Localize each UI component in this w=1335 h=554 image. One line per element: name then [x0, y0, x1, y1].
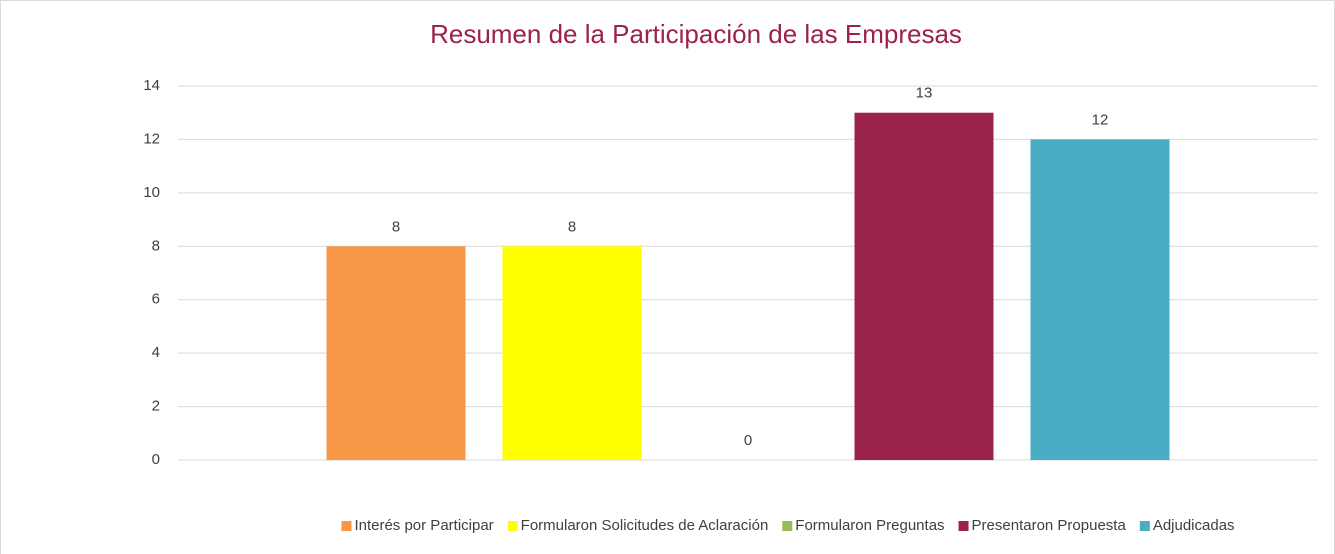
y-tick-label: 10 [143, 184, 160, 201]
data-label: 8 [392, 218, 400, 235]
legend-swatch [507, 521, 518, 531]
chart-title: Resumen de la Participación de las Empre… [430, 19, 962, 49]
legend-swatch [782, 521, 793, 531]
legend-swatch [1139, 521, 1150, 531]
y-tick-label: 0 [152, 451, 160, 468]
legend-swatch [341, 521, 352, 531]
legend-label: Formularon Preguntas [795, 517, 944, 534]
bar [854, 112, 994, 460]
legend-label: Presentaron Propuesta [972, 517, 1127, 534]
y-tick-label: 12 [143, 130, 160, 147]
bar [326, 246, 466, 460]
data-label: 8 [568, 218, 576, 235]
y-tick-label: 4 [152, 344, 160, 361]
y-tick-label: 8 [152, 237, 160, 254]
y-tick-label: 6 [152, 291, 160, 308]
bar [1030, 139, 1170, 460]
legend-label: Interés por Participar [354, 517, 493, 534]
legend-label: Adjudicadas [1153, 517, 1235, 534]
legend-label: Formularon Solicitudes de Aclaración [521, 517, 769, 534]
data-label: 12 [1092, 111, 1109, 128]
data-label: 0 [744, 432, 752, 449]
y-tick-label: 14 [143, 77, 160, 94]
data-label: 13 [916, 85, 933, 102]
legend-swatch [958, 521, 969, 531]
y-tick-label: 2 [152, 398, 160, 415]
bar [502, 246, 642, 460]
